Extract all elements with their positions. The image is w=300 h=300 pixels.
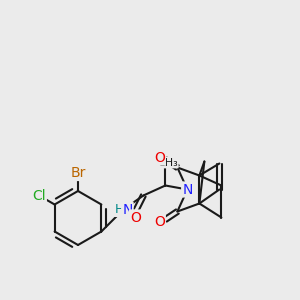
Text: O: O — [154, 151, 165, 164]
Text: O: O — [154, 214, 165, 229]
Text: Cl: Cl — [32, 188, 46, 203]
Text: N: N — [182, 182, 193, 197]
Text: N: N — [122, 202, 133, 217]
Text: H: H — [115, 203, 124, 216]
Text: O: O — [130, 211, 141, 224]
Text: CH₃: CH₃ — [157, 158, 178, 167]
Text: Br: Br — [70, 166, 86, 180]
